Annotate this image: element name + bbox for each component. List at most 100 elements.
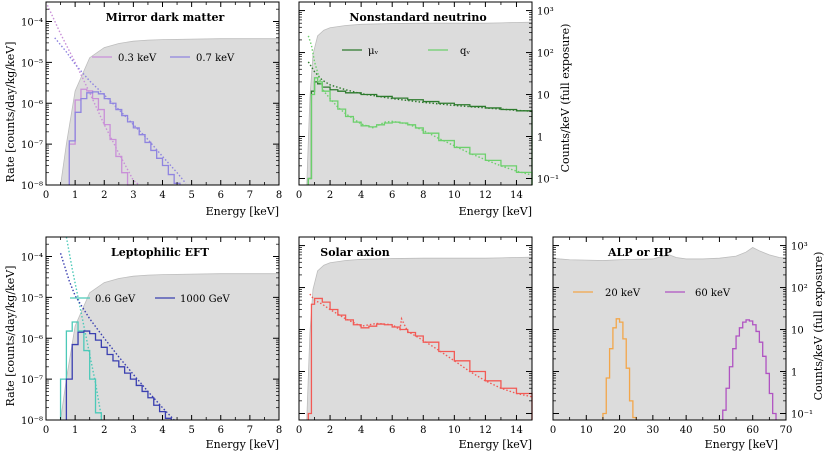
model-leptophilic-0 [65,236,103,417]
xtick-label-mirror-8: 8 [276,190,282,201]
model-mirror-0 [46,4,140,186]
title-mirror: Mirror dark matter [106,11,225,24]
xticks-solar: 0 2 4 6 8 10 12 14 [296,237,533,436]
background-solar [299,256,533,421]
hist-neutrino-0 [307,81,533,185]
ytick-label-alp-1: 1 [791,368,797,379]
model-mirror-1 [54,37,187,184]
legend-label-leptophilic-0: 0.6 GeV [95,294,136,305]
hist-alp-0 [602,318,637,420]
title-neutrino: Nonstandard neutrino [349,11,486,24]
xtick-label-neutrino-6: 12 [479,190,492,201]
background-area-solar [299,256,533,421]
title-leptophilic: Leptophilic EFT [111,246,210,259]
model-neutrino-0 [307,61,533,112]
ytick-label-leptophilic-2: 10⁻⁶ [21,334,43,345]
xtick-label-alp-2: 20 [613,425,626,436]
legend-label-mirror-0: 0.3 keV [118,53,157,64]
yticks-neutrino: 10⁻¹ 1 10 10² 10³ [299,7,559,185]
xtick-label-mirror-3: 3 [130,190,136,201]
ytick-label-neutrino-0: 10⁻¹ [537,174,559,185]
background-area-leptophilic [46,273,280,421]
legend-label-leptophilic-1: 1000 GeV [180,294,231,305]
ytick-label-leptophilic-3: 10⁻⁵ [21,293,43,304]
xtick-label-neutrino-4: 8 [420,190,426,201]
xtick-label-alp-6: 60 [746,425,759,436]
xtick-label-leptophilic-0: 0 [43,425,49,436]
legend-label-neutrino-0: μᵥ [368,46,378,57]
xticks-alp: 0 10 20 30 40 50 60 70 [550,237,793,436]
title-solar: Solar axion [320,246,389,259]
hist-alp-1 [722,319,777,420]
background-area-alp [552,247,787,421]
ytick-label-mirror-1: 10⁻⁷ [21,140,43,151]
legend-alp: 20 keV 60 keV [573,288,731,299]
xtick-label-solar-6: 12 [479,425,492,436]
legend-mirror: 0.3 keV 0.7 keV [92,53,235,64]
ytick-label-neutrino-4: 10³ [537,7,554,18]
xtick-label-mirror-5: 5 [188,190,194,201]
model-leptophilic-1 [59,253,175,421]
ytick-label-alp-4: 10³ [791,242,808,253]
xtick-label-solar-5: 10 [448,425,461,436]
ytick-label-alp-2: 10 [791,326,804,337]
xtick-label-solar-3: 6 [389,425,395,436]
right-ylabel-top: Counts/keV (full exposure) [559,24,572,173]
background-mirror [46,38,280,186]
background-leptophilic [46,273,280,421]
panel-mirror: 0 1 2 3 4 5 6 7 8 10⁻⁸ 10⁻⁷ 10⁻⁶ 10⁻⁵ 10⁻⁴ Mirror da… [21,1,282,218]
ytick-label-mirror-0: 10⁻⁸ [21,181,43,192]
frame-neutrino [298,1,533,186]
title-alp: ALP or HP [607,246,672,259]
series-mirror [46,4,187,186]
yticks-leptophilic: 10⁻⁸ 10⁻⁷ 10⁻⁶ 10⁻⁵ 10⁻⁴ [21,243,279,427]
xtick-label-mirror-1: 1 [72,190,78,201]
xtick-label-leptophilic-4: 4 [159,425,165,436]
legend-leptophilic: 0.6 GeV 1000 GeV [70,294,231,305]
yticks-mirror: 10⁻⁸ 10⁻⁷ 10⁻⁶ 10⁻⁵ 10⁻⁴ [21,8,279,192]
ytick-label-alp-3: 10² [791,284,808,295]
xtick-label-solar-1: 2 [327,425,333,436]
xtick-label-alp-7: 70 [780,425,793,436]
xtick-label-alp-5: 50 [713,425,726,436]
ytick-label-neutrino-1: 1 [537,133,543,144]
ytick-label-alp-0: 10⁻¹ [791,409,813,420]
right-ylabel-bottom: Counts/keV (full exposure) [812,252,825,401]
xlabel-mirror: Energy [keV] [206,205,279,218]
panel-leptophilic: 0 1 2 3 4 5 6 7 8 10⁻⁸ 10⁻⁷ 10⁻⁶ 10⁻⁵ 10⁻⁴ Leptophil… [21,236,282,451]
xtick-label-alp-4: 40 [680,425,693,436]
background-alp [552,247,787,421]
xlabel-leptophilic: Energy [keV] [206,438,279,451]
left-ylabel-top: Rate [counts/day/kg/keV] [4,42,17,183]
xtick-label-mirror-0: 0 [43,190,49,201]
hist-mirror-1 [68,91,181,185]
legend-label-alp-0: 20 keV [605,288,641,299]
legend-label-mirror-1: 0.7 keV [196,53,235,64]
legend-label-alp-1: 60 keV [695,288,731,299]
left-ylabel-bottom: Rate [counts/day/kg/keV] [4,266,17,407]
xtick-label-neutrino-3: 6 [389,190,395,201]
xtick-label-solar-2: 4 [358,425,364,436]
xtick-label-solar-7: 14 [510,425,523,436]
xtick-label-mirror-7: 7 [247,190,253,201]
xtick-label-neutrino-2: 4 [358,190,364,201]
xtick-label-leptophilic-6: 6 [218,425,224,436]
ytick-label-mirror-3: 10⁻⁵ [21,58,43,69]
model-solar-0 [309,293,533,398]
legend-label-neutrino-1: qᵥ [460,46,470,57]
xtick-label-solar-0: 0 [296,425,302,436]
series-alp [602,318,777,420]
background-neutrino [299,21,533,186]
xticks-mirror: 0 1 2 3 4 5 6 7 8 [43,2,282,201]
hist-leptophilic-0 [59,321,102,420]
xtick-label-neutrino-5: 10 [448,190,461,201]
background-area-neutrino [299,21,533,186]
ytick-label-leptophilic-0: 10⁻⁸ [21,416,43,427]
xtick-label-alp-3: 30 [646,425,659,436]
yticks-alp: 10⁻¹ 1 10 10² 10³ [553,242,813,420]
series-solar [307,293,533,420]
xticks-neutrino: 0 2 4 6 8 10 12 14 [296,2,533,201]
xtick-label-neutrino-0: 0 [296,190,302,201]
xtick-label-leptophilic-7: 7 [247,425,253,436]
